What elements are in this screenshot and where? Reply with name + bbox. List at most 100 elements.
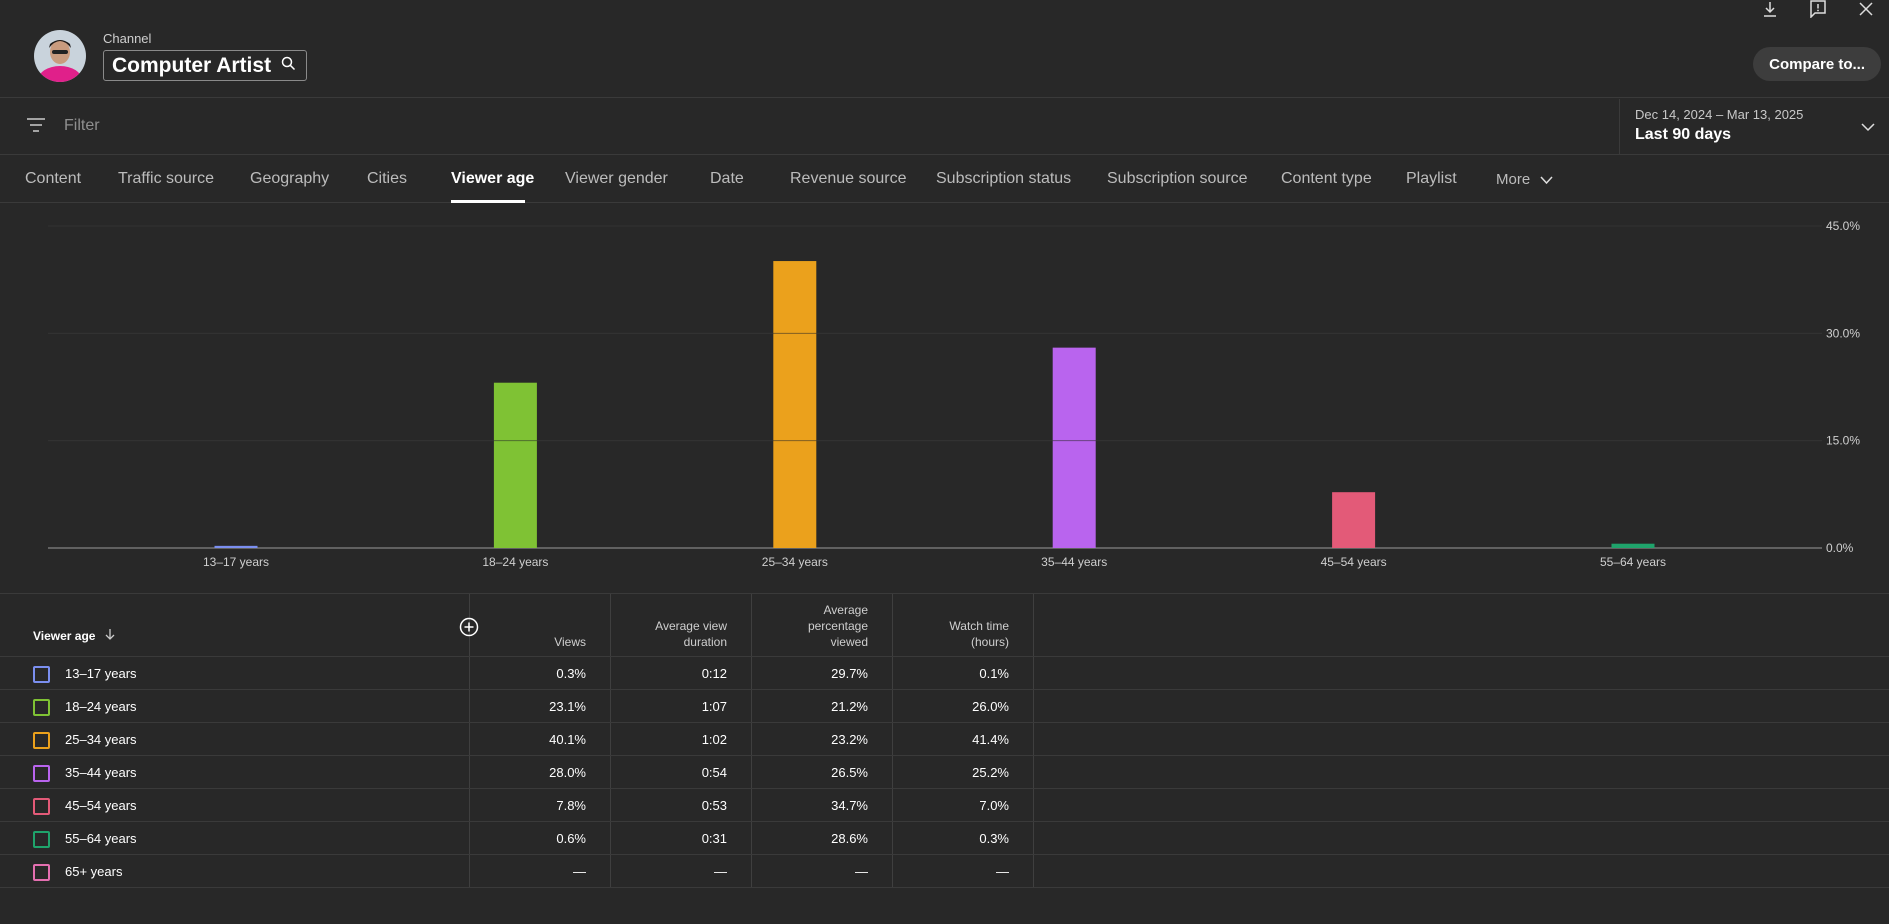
x-tick-label: 55–64 years bbox=[1600, 555, 1666, 569]
row-label: 35–44 years bbox=[65, 765, 137, 780]
x-tick-label: 45–54 years bbox=[1321, 555, 1387, 569]
channel-name: Computer Artist bbox=[112, 53, 272, 77]
feedback-icon[interactable] bbox=[1805, 0, 1831, 18]
column-header-watch-time[interactable]: Watch time (hours) bbox=[949, 618, 1009, 650]
row-checkbox[interactable] bbox=[33, 864, 50, 881]
bar bbox=[1611, 543, 1655, 548]
filter-input[interactable]: Filter bbox=[64, 117, 100, 134]
cell-watch-time: 0.3% bbox=[979, 831, 1009, 846]
cell-average-view-duration: 0:31 bbox=[701, 831, 727, 846]
tab-geography[interactable]: Geography bbox=[250, 170, 330, 187]
chevron-down-icon bbox=[1540, 172, 1553, 189]
row-label: 65+ years bbox=[65, 864, 123, 879]
tab-viewer-age[interactable]: Viewer age bbox=[451, 170, 535, 187]
date-range-label: Last 90 days bbox=[1635, 126, 1732, 143]
channel-selector[interactable]: Computer Artist bbox=[103, 50, 308, 81]
column-header-label: (hours) bbox=[970, 635, 1009, 649]
x-tick-label: 13–17 years bbox=[203, 555, 269, 569]
cell-views: 7.8% bbox=[556, 798, 586, 813]
tab-viewer-gender[interactable]: Viewer gender bbox=[565, 170, 668, 187]
cell-watch-time: 0.1% bbox=[979, 666, 1009, 681]
dimension-tabs: Content Traffic source Geography Cities … bbox=[0, 156, 1889, 203]
table-row[interactable]: 25–34 years 40.1% 1:02 23.2% 41.4% bbox=[0, 723, 1889, 756]
row-divider bbox=[0, 887, 1889, 888]
table-row[interactable]: 13–17 years 0.3% 0:12 29.7% 0.1% bbox=[0, 657, 1889, 690]
tab-content[interactable]: Content bbox=[25, 170, 82, 187]
row-divider bbox=[0, 689, 1889, 690]
x-tick-label: 18–24 years bbox=[482, 555, 548, 569]
column-header-label: Viewer age bbox=[33, 628, 96, 643]
cell-average-view-duration: 0:53 bbox=[701, 798, 727, 813]
cell-watch-time: — bbox=[996, 864, 1009, 879]
cell-views: 0.6% bbox=[556, 831, 586, 846]
column-header-viewer-age[interactable]: Viewer age bbox=[33, 628, 115, 643]
cell-watch-time: 7.0% bbox=[979, 798, 1009, 813]
tab-cities[interactable]: Cities bbox=[367, 170, 408, 187]
cell-average-percentage-viewed: 28.6% bbox=[831, 831, 868, 846]
add-column-icon[interactable] bbox=[459, 617, 479, 637]
table-row[interactable]: 45–54 years 7.8% 0:53 34.7% 7.0% bbox=[0, 789, 1889, 822]
download-icon[interactable] bbox=[1757, 0, 1783, 18]
cell-views: 23.1% bbox=[549, 699, 586, 714]
column-divider bbox=[751, 594, 752, 888]
tab-playlist[interactable]: Playlist bbox=[1406, 170, 1457, 187]
bar bbox=[1052, 347, 1096, 548]
row-divider bbox=[0, 755, 1889, 756]
y-tick-label: 45.0% bbox=[1826, 219, 1860, 233]
active-tab-indicator bbox=[451, 200, 525, 203]
row-divider bbox=[0, 788, 1889, 789]
cell-views: — bbox=[573, 864, 586, 879]
tab-date[interactable]: Date bbox=[710, 170, 744, 187]
date-range-picker[interactable]: Dec 14, 2024 – Mar 13, 2025 Last 90 days bbox=[1619, 99, 1889, 155]
table-row[interactable]: 35–44 years 28.0% 0:54 26.5% 25.2% bbox=[0, 756, 1889, 789]
cell-average-percentage-viewed: — bbox=[855, 864, 868, 879]
row-checkbox[interactable] bbox=[33, 732, 50, 749]
x-tick-label: 35–44 years bbox=[1041, 555, 1107, 569]
row-label: 25–34 years bbox=[65, 732, 137, 747]
cell-average-percentage-viewed: 34.7% bbox=[831, 798, 868, 813]
table-row[interactable]: 18–24 years 23.1% 1:07 21.2% 26.0% bbox=[0, 690, 1889, 723]
column-header-average-percentage-viewed[interactable]: Average percentage viewed bbox=[808, 602, 868, 650]
row-label: 18–24 years bbox=[65, 699, 137, 714]
y-tick-label: 15.0% bbox=[1826, 434, 1860, 448]
row-checkbox[interactable] bbox=[33, 666, 50, 683]
compare-button[interactable]: Compare to... bbox=[1753, 47, 1881, 81]
column-header-average-view-duration[interactable]: Average view duration bbox=[655, 618, 727, 650]
column-header-label: Average view bbox=[655, 619, 727, 633]
column-header-label: percentage bbox=[807, 619, 868, 633]
search-icon[interactable] bbox=[281, 56, 296, 76]
row-label: 45–54 years bbox=[65, 798, 137, 813]
column-header-views[interactable]: Views bbox=[554, 634, 586, 650]
data-table: Viewer age Views Average view duration A… bbox=[0, 594, 1889, 888]
cell-average-view-duration: 1:07 bbox=[701, 699, 727, 714]
column-divider bbox=[1033, 594, 1034, 888]
row-checkbox[interactable] bbox=[33, 699, 50, 716]
filter-icon[interactable] bbox=[26, 118, 48, 134]
row-checkbox[interactable] bbox=[33, 798, 50, 815]
cell-watch-time: 25.2% bbox=[972, 765, 1009, 780]
chevron-down-icon bbox=[1861, 119, 1875, 132]
column-header-label: Average bbox=[823, 603, 868, 617]
tab-traffic-source[interactable]: Traffic source bbox=[118, 170, 215, 187]
cell-watch-time: 41.4% bbox=[972, 732, 1009, 747]
tab-revenue-source[interactable]: Revenue source bbox=[790, 170, 907, 187]
row-checkbox[interactable] bbox=[33, 831, 50, 848]
tab-more[interactable]: More bbox=[1496, 171, 1553, 189]
bar bbox=[493, 382, 537, 548]
tab-subscription-status[interactable]: Subscription status bbox=[936, 170, 1072, 187]
cell-average-view-duration: 1:02 bbox=[701, 732, 727, 747]
row-divider bbox=[0, 821, 1889, 822]
tab-content-type[interactable]: Content type bbox=[1281, 170, 1372, 187]
table-row[interactable]: 55–64 years 0.6% 0:31 28.6% 0.3% bbox=[0, 822, 1889, 855]
tab-subscription-source[interactable]: Subscription source bbox=[1107, 170, 1248, 187]
viewer-age-chart: 0.0% 15.0% 30.0% 45.0% 13–17 years 18–24 year… bbox=[0, 204, 1889, 594]
close-icon[interactable] bbox=[1853, 0, 1879, 18]
bar bbox=[214, 545, 258, 548]
cell-watch-time: 26.0% bbox=[972, 699, 1009, 714]
row-divider bbox=[0, 854, 1889, 855]
row-checkbox[interactable] bbox=[33, 765, 50, 782]
table-row[interactable]: 65+ years — — — — bbox=[0, 855, 1889, 888]
channel-avatar[interactable] bbox=[34, 30, 86, 82]
filter-bar: Filter Dec 14, 2024 – Mar 13, 2025 Last … bbox=[0, 99, 1889, 155]
date-range-text: Dec 14, 2024 – Mar 13, 2025 bbox=[1635, 107, 1804, 122]
